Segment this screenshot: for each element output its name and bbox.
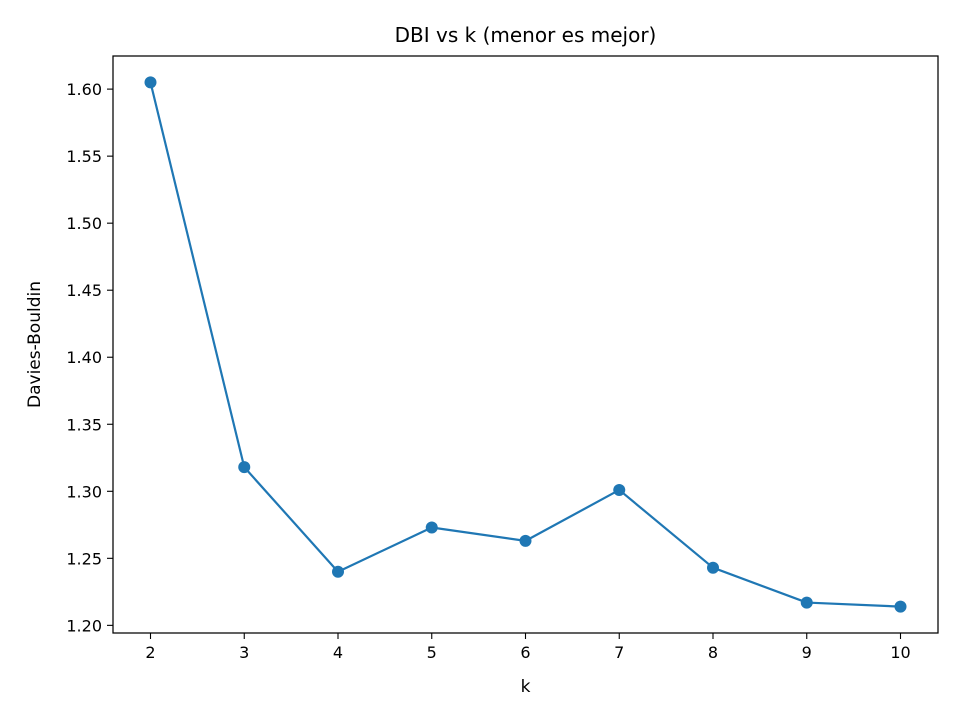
data-point xyxy=(238,461,251,474)
y-tick-label: 1.55 xyxy=(66,147,102,166)
y-axis-ticks: 1.20 1.25 1.30 1.35 1.40 1.45 1.50 1.55 1.60 xyxy=(66,80,113,635)
data-point xyxy=(894,600,907,613)
y-tick-label: 1.50 xyxy=(66,214,102,233)
data-point xyxy=(519,534,532,547)
x-axis-ticks: 2 3 4 5 6 7 8 9 10 xyxy=(145,633,911,662)
data-point xyxy=(800,596,813,609)
plot-frame xyxy=(112,55,939,634)
y-tick-label: 1.40 xyxy=(66,348,102,367)
y-tick-label: 1.20 xyxy=(66,616,102,635)
chart-title: DBI vs k (menor es mejor) xyxy=(395,23,657,47)
x-tick-label: 4 xyxy=(333,643,343,662)
y-tick-label: 1.30 xyxy=(66,482,102,501)
data-point xyxy=(144,76,157,89)
data-point xyxy=(707,561,719,574)
data-point xyxy=(332,565,344,578)
y-tick-label: 1.60 xyxy=(66,80,102,99)
x-tick-label: 8 xyxy=(708,643,718,662)
x-axis-label: k xyxy=(521,677,531,697)
data-point xyxy=(425,521,438,534)
x-tick-label: 7 xyxy=(614,643,624,662)
x-tick-label: 2 xyxy=(145,643,155,662)
y-axis-label: Davies-Bouldin xyxy=(25,281,45,408)
x-tick-label: 3 xyxy=(239,643,249,662)
series-layer xyxy=(144,76,907,613)
x-tick-label: 10 xyxy=(890,643,910,662)
y-tick-label: 1.35 xyxy=(66,415,102,434)
x-tick-label: 6 xyxy=(520,643,530,662)
data-point xyxy=(613,483,626,496)
x-tick-label: 5 xyxy=(427,643,437,662)
y-tick-label: 1.45 xyxy=(66,281,102,300)
x-tick-label: 9 xyxy=(802,643,812,662)
y-tick-label: 1.25 xyxy=(66,549,102,568)
